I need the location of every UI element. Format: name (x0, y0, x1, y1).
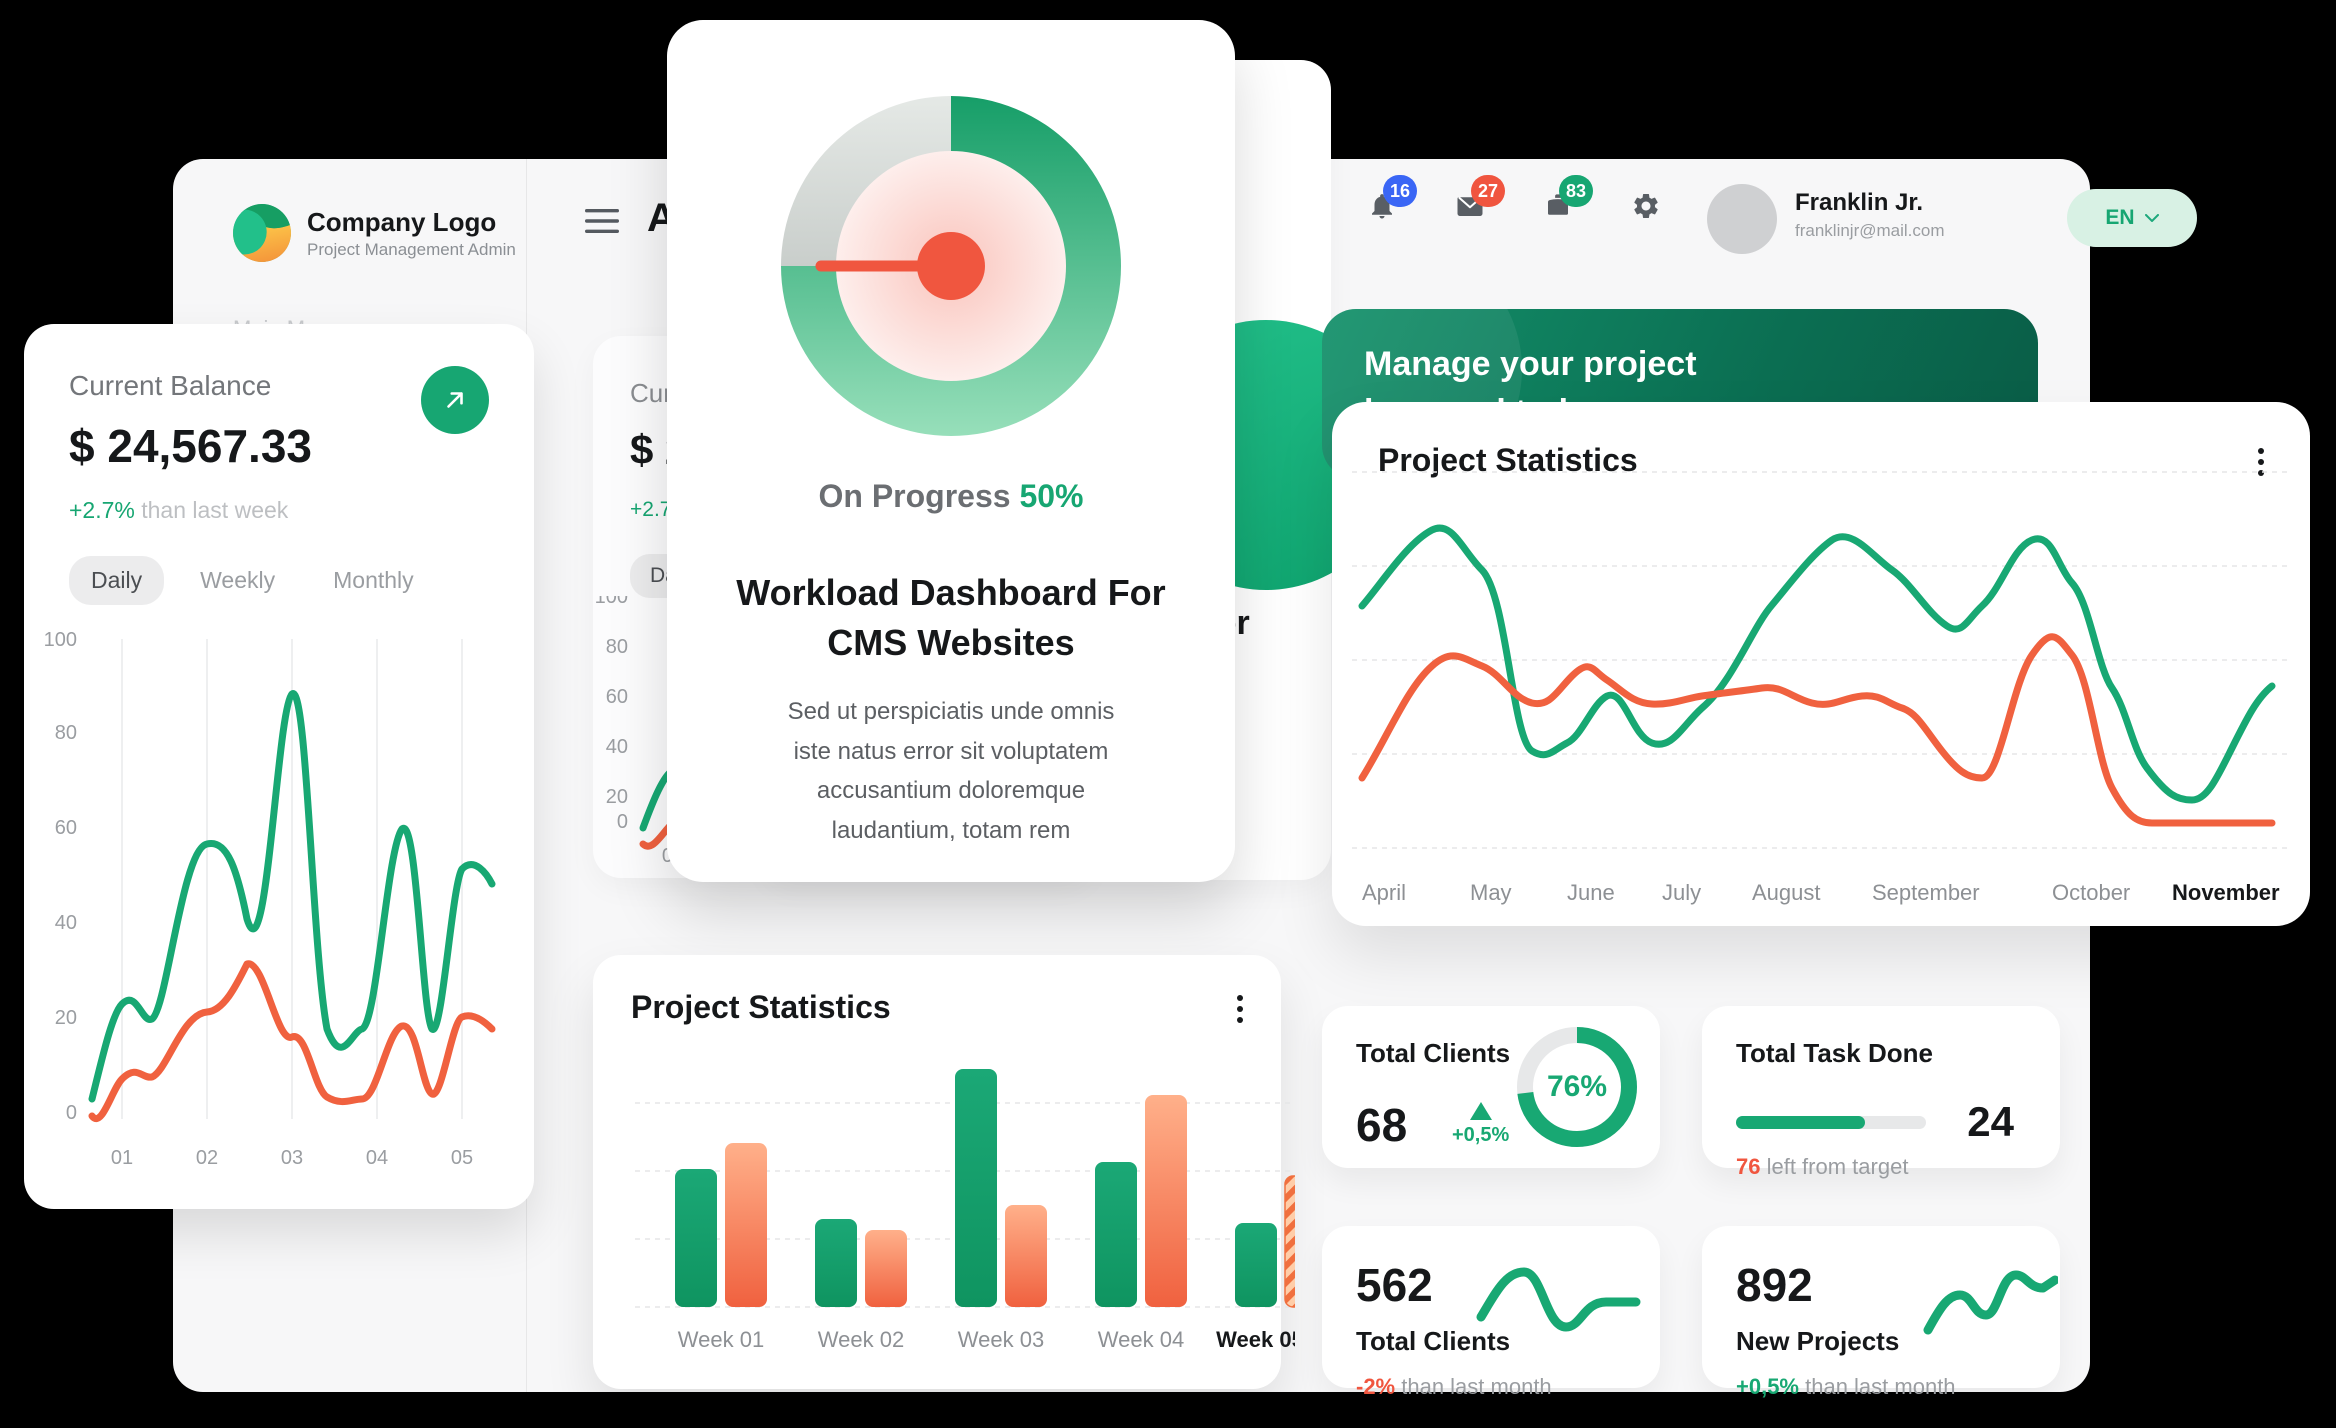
svg-text:August: August (1752, 880, 1821, 905)
svg-text:80: 80 (606, 636, 628, 658)
svg-text:05: 05 (451, 1147, 473, 1169)
svg-text:0: 0 (617, 811, 628, 833)
svg-text:Week 01: Week 01 (678, 1327, 764, 1352)
svg-text:20: 20 (606, 786, 628, 808)
svg-text:100: 100 (44, 629, 77, 651)
svg-text:Week 04: Week 04 (1098, 1327, 1184, 1352)
svg-text:April: April (1362, 880, 1406, 905)
svg-text:04: 04 (366, 1147, 388, 1169)
svg-text:100: 100 (595, 596, 628, 608)
svg-text:May: May (1470, 880, 1512, 905)
svg-text:Week 05: Week 05 (1216, 1327, 1295, 1352)
svg-text:Week 02: Week 02 (818, 1327, 904, 1352)
svg-text:October: October (2052, 880, 2130, 905)
svg-text:0: 0 (66, 1102, 77, 1124)
svg-text:02: 02 (196, 1147, 218, 1169)
svg-text:40: 40 (55, 912, 77, 934)
svg-text:Week 03: Week 03 (958, 1327, 1044, 1352)
svg-text:July: July (1662, 880, 1701, 905)
svg-text:03: 03 (281, 1147, 303, 1169)
svg-text:80: 80 (55, 722, 77, 744)
svg-text:November: November (2172, 880, 2280, 905)
svg-text:20: 20 (55, 1007, 77, 1029)
svg-text:June: June (1567, 880, 1615, 905)
svg-text:01: 01 (111, 1147, 133, 1169)
svg-text:September: September (1872, 880, 1980, 905)
svg-text:40: 40 (606, 736, 628, 758)
svg-text:76%: 76% (1547, 1070, 1607, 1103)
svg-text:60: 60 (55, 817, 77, 839)
svg-text:60: 60 (606, 686, 628, 708)
